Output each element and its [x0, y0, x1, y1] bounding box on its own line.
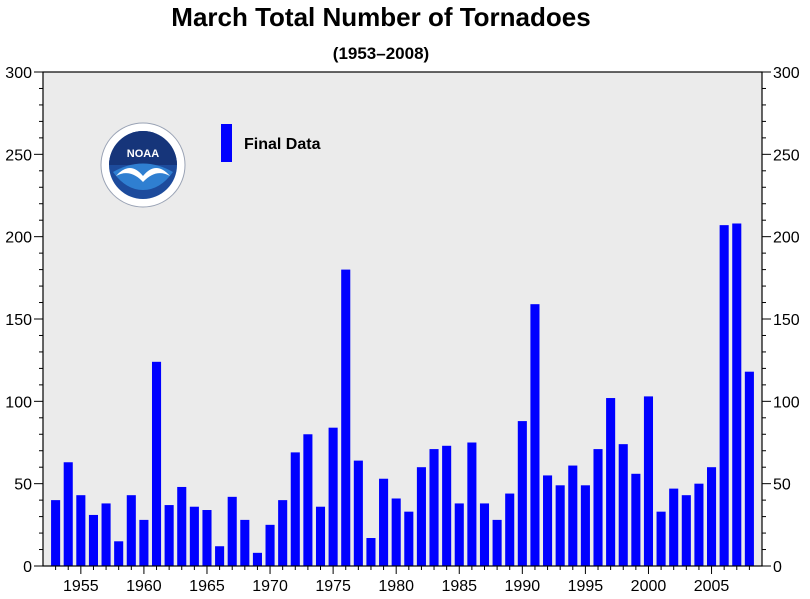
noaa-logo-text: NOAA — [127, 148, 159, 160]
bar-1954 — [63, 462, 73, 566]
bar-1961 — [151, 361, 162, 566]
bar-1965 — [202, 510, 212, 566]
x-tick-label-1960: 1960 — [126, 578, 162, 595]
bar-1984 — [442, 445, 452, 566]
x-tick-label-1995: 1995 — [568, 578, 604, 595]
bar-1988 — [492, 519, 502, 566]
bar-1960 — [139, 519, 149, 566]
bar-1999 — [631, 473, 641, 566]
bar-1987 — [479, 503, 490, 566]
bar-1955 — [76, 495, 86, 566]
legend-swatch — [221, 124, 232, 162]
bar-1969 — [252, 552, 262, 566]
bar-1993 — [555, 485, 565, 566]
x-tick-label-1970: 1970 — [252, 578, 288, 595]
bar-2004 — [694, 483, 704, 566]
bar-1977 — [353, 460, 363, 566]
y-tick-label-left-100: 100 — [5, 394, 32, 411]
bar-1957 — [101, 503, 111, 566]
bar-1989 — [505, 493, 515, 566]
bar-1996 — [593, 449, 603, 566]
bar-1953 — [51, 500, 61, 566]
bars-group — [51, 223, 754, 567]
bar-1979 — [379, 478, 389, 566]
bar-1986 — [467, 442, 477, 566]
bar-1991 — [530, 304, 540, 566]
bar-1975 — [328, 427, 338, 566]
bar-1964 — [189, 506, 199, 566]
bar-1972 — [290, 452, 300, 566]
bar-1990 — [517, 421, 527, 566]
bar-1980 — [391, 498, 401, 566]
bar-1971 — [278, 500, 288, 566]
bar-2003 — [681, 495, 691, 566]
y-tick-label-right-200: 200 — [773, 230, 800, 247]
x-tick-label-1985: 1985 — [441, 578, 477, 595]
y-tick-label-right-0: 0 — [773, 559, 782, 576]
axes-group: 0 0 50 50 100 100 150 150 200 200 250 250 300 300 1955… — [5, 65, 800, 595]
bar-1974 — [315, 506, 326, 566]
bar-2000 — [643, 396, 654, 566]
y-tick-label-right-250: 250 — [773, 147, 800, 164]
bar-1966 — [215, 546, 225, 566]
bar-1982 — [416, 467, 426, 566]
bar-1978 — [366, 538, 376, 566]
legend: Final Data — [221, 124, 321, 162]
bar-2007 — [732, 223, 742, 567]
y-tick-label-left-150: 150 — [5, 312, 32, 329]
x-tick-label-1990: 1990 — [505, 578, 541, 595]
noaa-logo: NOAA — [100, 122, 186, 208]
y-tick-label-left-50: 50 — [14, 477, 32, 494]
y-tick-label-left-0: 0 — [23, 559, 32, 576]
bar-1995 — [580, 485, 590, 566]
x-tick-label-1965: 1965 — [189, 578, 225, 595]
bar-1994 — [568, 465, 578, 566]
seagull-icon — [116, 168, 170, 182]
bar-1958 — [114, 541, 124, 566]
bar-1976 — [341, 269, 351, 566]
bar-2006 — [719, 225, 729, 566]
bar-1970 — [265, 524, 275, 566]
y-tick-label-left-200: 200 — [5, 230, 32, 247]
bar-1956 — [88, 514, 98, 566]
bar-1997 — [606, 398, 616, 566]
y-tick-label-right-300: 300 — [773, 65, 800, 82]
bar-1998 — [618, 444, 628, 566]
bar-1981 — [404, 511, 414, 566]
bar-1968 — [240, 519, 250, 566]
bar-1963 — [177, 486, 187, 566]
x-tick-label-1980: 1980 — [378, 578, 414, 595]
bar-1973 — [303, 434, 313, 566]
bar-1959 — [126, 495, 136, 566]
bar-1985 — [454, 503, 464, 566]
bar-1983 — [429, 449, 439, 566]
chart-title: March Total Number of Tornadoes — [171, 2, 591, 32]
x-tick-label-2000: 2000 — [631, 578, 667, 595]
y-tick-label-right-150: 150 — [773, 312, 800, 329]
bar-1992 — [543, 475, 553, 566]
bar-2008 — [744, 371, 754, 566]
legend-label: Final Data — [244, 136, 321, 153]
bar-2002 — [669, 488, 679, 566]
bar-2001 — [656, 511, 666, 566]
bar-2005 — [707, 467, 717, 566]
y-tick-label-left-250: 250 — [5, 147, 32, 164]
y-tick-label-left-300: 300 — [5, 65, 32, 82]
chart-subtitle: (1953–2008) — [332, 44, 430, 63]
bar-1962 — [164, 505, 174, 566]
bar-1967 — [227, 496, 237, 566]
x-tick-label-1955: 1955 — [63, 578, 99, 595]
x-tick-label-1975: 1975 — [315, 578, 351, 595]
y-tick-label-right-50: 50 — [773, 477, 791, 494]
x-tick-label-2005: 2005 — [694, 578, 730, 595]
y-tick-label-right-100: 100 — [773, 394, 800, 411]
